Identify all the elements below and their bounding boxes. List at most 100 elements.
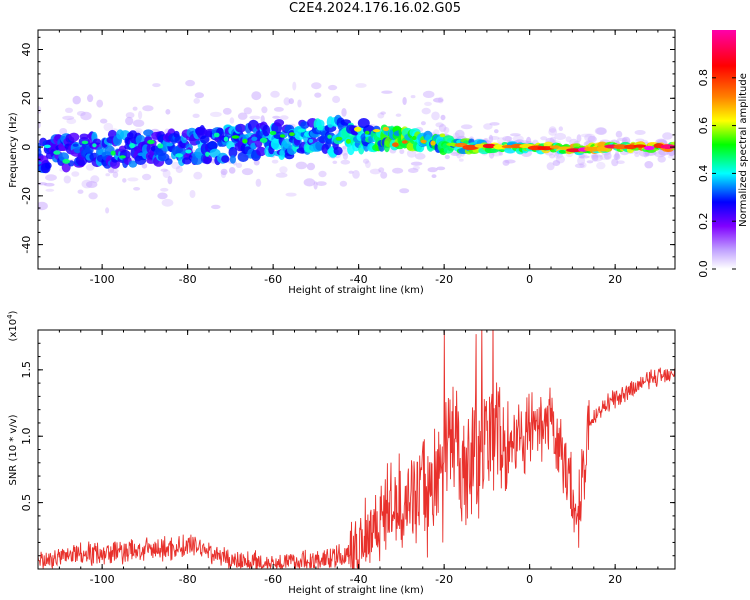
- spectrogram-halo-blob: [80, 111, 92, 121]
- spectrogram-core-blob: [364, 130, 370, 135]
- spectrogram-halo-blob: [189, 190, 196, 198]
- spectrogram-halo-blob: [152, 83, 161, 88]
- spectrogram-halo-blob: [431, 174, 437, 179]
- spectrogram-core-blob: [53, 150, 61, 155]
- spectrogram-halo-blob: [440, 114, 446, 121]
- spectrogram-halo-blob: [71, 171, 80, 177]
- spectrogram-halo-blob: [565, 136, 572, 143]
- spectrogram-halo-blob: [261, 106, 268, 114]
- colorbar-tick-label: 0.4: [697, 165, 710, 183]
- spectrogram-halo-blob: [555, 155, 566, 164]
- spectrogram-halo-blob: [436, 166, 446, 171]
- spectrogram-core-blob: [316, 125, 324, 131]
- spectrogram-halo-blob: [157, 192, 168, 200]
- x-tick-label: 20: [608, 573, 622, 586]
- spectrogram-halo-blob: [161, 198, 174, 207]
- spectrogram-core-blob: [474, 143, 486, 148]
- spectrogram-halo-blob: [378, 167, 385, 173]
- spectrogram-halo-blob: [549, 153, 556, 159]
- spectrogram-halo-blob: [613, 153, 621, 161]
- spectrogram-band-blob: [165, 158, 173, 166]
- spectrogram-halo-blob: [460, 124, 473, 130]
- spectrogram-halo-blob: [410, 95, 416, 99]
- spectrogram-core-blob: [354, 126, 362, 132]
- snr-x-label: Height of straight line (km): [288, 585, 424, 596]
- spectrogram-core-blob: [43, 144, 51, 149]
- spectrogram-halo-blob: [107, 167, 115, 174]
- spectrogram-halo-blob: [341, 108, 347, 117]
- spectrogram-halo-blob: [132, 119, 145, 127]
- spectrogram-halo-blob: [494, 129, 499, 134]
- spectrogram-halo-blob: [295, 161, 308, 170]
- x-tick-label: -100: [90, 573, 115, 586]
- spectrogram-halo-blob: [381, 90, 393, 94]
- spectrogram-core-blob: [411, 135, 417, 141]
- spectrogram-core-blob: [166, 142, 173, 147]
- spectrogram-halo-blob: [125, 116, 134, 126]
- spectrogram-halo-blob: [306, 162, 316, 171]
- spectrogram-halo-blob: [580, 133, 592, 138]
- spectrogram-core-blob: [137, 152, 146, 157]
- spectrogram-halo-blob: [558, 126, 563, 131]
- spectrogram-halo-blob: [365, 160, 371, 169]
- spectrogram-core-blob: [643, 145, 655, 151]
- spectrogram-core-blob: [269, 130, 277, 136]
- spectrogram-halo-blob: [392, 167, 404, 174]
- spectrogram-halo-blob: [76, 111, 86, 116]
- spectrogram-halo-blob: [342, 152, 348, 160]
- spectrogram-halo-blob: [548, 128, 558, 136]
- spectrogram-halo-blob: [546, 162, 555, 171]
- spectrogram-core-blob: [401, 140, 408, 144]
- spectrogram-halo-blob: [450, 152, 460, 156]
- spectrogram-halo-blob: [438, 124, 447, 133]
- spectrogram-halo-blob: [420, 121, 426, 126]
- spectrogram-core-blob: [38, 161, 42, 165]
- x-tick-label: 0: [526, 273, 533, 286]
- spectrogram-core-blob: [372, 129, 381, 133]
- x-tick-label: -20: [435, 273, 453, 286]
- snr-multiplier-label: (x104): [6, 310, 19, 341]
- spectrogram-halo-blob: [634, 130, 646, 135]
- spectrogram-band-blob: [229, 155, 236, 164]
- spectrogram-halo-blob: [611, 158, 619, 167]
- y-tick-label: 0.5: [20, 494, 33, 512]
- spectrogram-halo-blob: [435, 122, 444, 128]
- spectrogram-halo-blob: [314, 92, 322, 98]
- spectrogram-halo-blob: [635, 138, 645, 142]
- spectrogram-halo-blob: [402, 97, 407, 105]
- spectrogram-halo-blob: [488, 134, 494, 143]
- spectrogram-halo-blob: [44, 182, 55, 187]
- spectrogram-halo-blob: [414, 153, 426, 160]
- spectrogram-halo-blob: [355, 83, 367, 88]
- colorbar-tick-label: 0.0: [697, 260, 710, 278]
- spectrogram-core-blob: [482, 143, 497, 149]
- spectrogram-halo-blob: [548, 126, 557, 133]
- y-tick-label: 0: [20, 144, 33, 151]
- spectrogram-core-blob: [439, 133, 446, 138]
- spectrogram-core-blob: [129, 143, 136, 149]
- y-tick-label: 1.5: [20, 361, 33, 379]
- spectrogram-halo-blob: [504, 136, 512, 142]
- spectrogram-core-blob: [101, 152, 107, 157]
- spectrogram-band-blob: [333, 146, 343, 156]
- spectrogram-halo-blob: [162, 169, 171, 179]
- spectrogram-core-blob: [660, 144, 675, 150]
- spectrogram-core-blob: [223, 136, 229, 142]
- spectrogram-core-blob: [345, 138, 351, 144]
- spectrogram-core-blob: [157, 143, 164, 149]
- spectrogram-core-blob: [147, 139, 155, 145]
- spectrogram-band-blob: [228, 146, 238, 158]
- spectrogram-halo-blob: [369, 168, 381, 175]
- spectrogram-halo-blob: [377, 112, 385, 119]
- x-tick-label: 20: [608, 273, 622, 286]
- spectrogram-halo-blob: [458, 158, 464, 162]
- spectrogram-halo-blob: [399, 149, 405, 155]
- spectrogram-halo-blob: [667, 155, 675, 159]
- spectrogram-halo-blob: [498, 152, 503, 156]
- spectrogram-halo-blob: [591, 154, 599, 162]
- spectrogram-halo-blob: [328, 84, 338, 91]
- spectrogram-halo-blob: [297, 99, 302, 108]
- spectrogram-halo-blob: [455, 129, 465, 139]
- spectrogram-halo-blob: [422, 90, 435, 98]
